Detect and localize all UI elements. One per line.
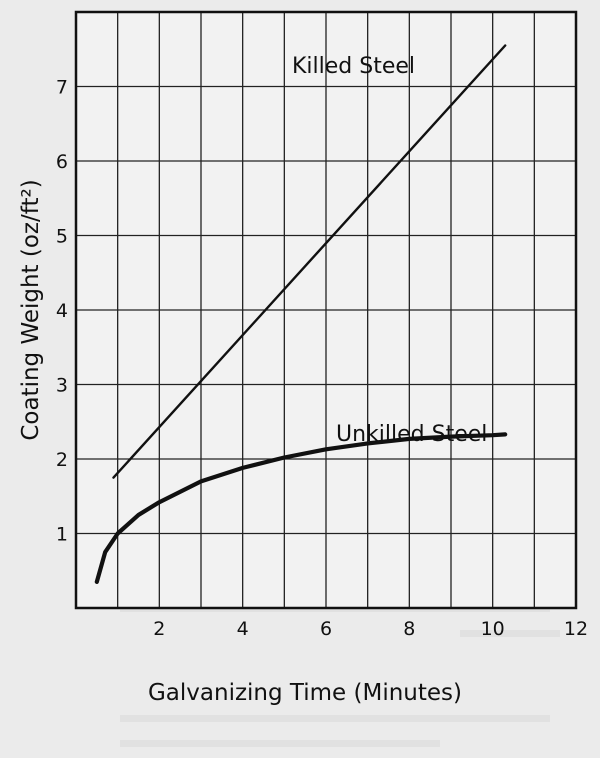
y-tick-label: 7 [56, 77, 68, 99]
grid-lines [76, 12, 576, 608]
plot-frame [74, 10, 578, 610]
series-line-killed-steel [112, 44, 507, 479]
series-line-unkilled-steel [94, 432, 508, 585]
series-group [94, 44, 508, 585]
series-label-unkilled-steel: Unkilled Steel [336, 422, 487, 447]
y-tick-label: 3 [56, 375, 68, 397]
x-tick-label: 8 [403, 618, 415, 640]
x-tick-label: 12 [564, 618, 588, 640]
x-tick-label: 10 [481, 618, 505, 640]
y-tick-labels: 1 2 3 4 5 6 7 [56, 77, 68, 546]
x-tick-label: 6 [320, 618, 332, 640]
x-tick-labels: 2 4 6 8 10 12 [153, 618, 588, 640]
y-tick-label: 5 [56, 226, 68, 248]
series-label-killed-steel: Killed Steel [292, 54, 415, 79]
y-tick-label: 4 [56, 300, 68, 322]
x-tick-label: 2 [153, 618, 165, 640]
y-axis-title: Coating Weight (oz/ft²) [18, 179, 44, 440]
x-tick-label: 4 [237, 618, 249, 640]
y-tick-label: 1 [56, 524, 68, 546]
y-tick-label: 6 [56, 151, 68, 173]
y-tick-label: 2 [56, 449, 68, 471]
x-axis-title: Galvanizing Time (Minutes) [148, 680, 462, 706]
